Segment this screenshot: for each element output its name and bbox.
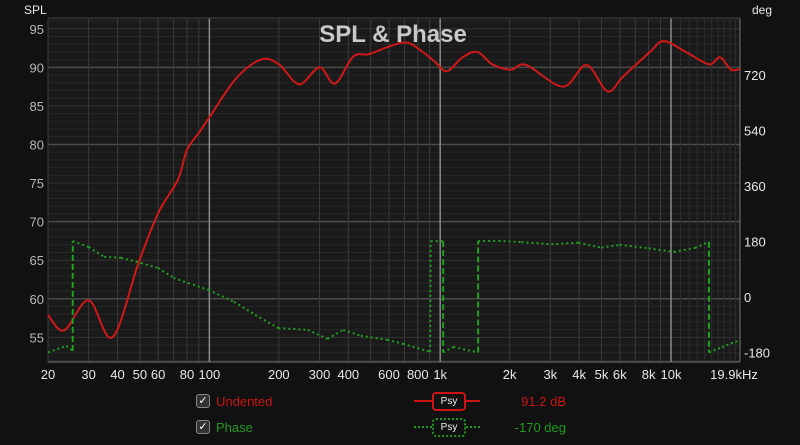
- x-tick-label: 5k: [595, 367, 609, 382]
- x-tick-label: 60: [151, 367, 165, 382]
- x-tick-label: 300: [309, 367, 331, 382]
- series-phase-segment: [708, 346, 723, 354]
- y-tick-label: 60: [30, 292, 44, 307]
- y-tick-label: 85: [30, 99, 44, 114]
- series-phase-segment: [157, 267, 175, 279]
- series-phase-segment: [187, 282, 209, 291]
- series-undented-line: [47, 40, 741, 339]
- y-axis-label: SPL: [24, 3, 47, 17]
- series-phase-segment: [735, 340, 741, 343]
- y2-tick-label: 180: [744, 234, 766, 249]
- phase-label: Phase: [216, 419, 253, 435]
- x-tick-label: 600: [378, 367, 400, 382]
- x-tick-label: 10k: [661, 367, 682, 382]
- y-tick-label: 70: [30, 215, 44, 230]
- series-phase-segment: [233, 301, 256, 316]
- x-tick-label: 6k: [613, 367, 627, 382]
- y2-tick-label: 0: [744, 290, 751, 305]
- undented-checkbox[interactable]: ✓: [196, 394, 210, 408]
- x-tick-label: 400: [337, 367, 359, 382]
- x-tick-label: 8k: [642, 367, 656, 382]
- y-tick-label: 75: [30, 176, 44, 191]
- y-tick-label: 90: [30, 60, 44, 75]
- x-tick-label: 30: [81, 367, 95, 382]
- series-phase-segment: [307, 329, 328, 340]
- undented-value: 91.2 dB: [521, 393, 566, 409]
- legend-undented: ✓ Undented Psy 91.2 dB: [196, 391, 566, 411]
- chart-title: SPL & Phase: [319, 21, 467, 48]
- series-phase-segment: [120, 256, 142, 265]
- y2-tick-label: 540: [744, 124, 766, 139]
- legend-phase: ✓ Phase Psy -170 deg: [196, 417, 566, 437]
- y2-tick-label: 360: [744, 179, 766, 194]
- plot-area: [48, 18, 740, 362]
- x-tick-label: 1k: [433, 367, 447, 382]
- x-tick-label: 50: [133, 367, 147, 382]
- y-tick-label: 65: [30, 253, 44, 268]
- series-phase-segment: [327, 329, 344, 340]
- y2-axis-label: deg: [752, 3, 772, 17]
- x-tick-label: 3k: [543, 367, 557, 382]
- series-phase-segment: [601, 243, 620, 249]
- x-tick-label: 40: [110, 367, 124, 382]
- series-phase-segment: [342, 328, 362, 337]
- series-phase-segment: [498, 239, 522, 244]
- phase-psy-badge[interactable]: Psy: [432, 418, 466, 437]
- x-tick-label: 800: [407, 367, 429, 382]
- series-phase-segment: [88, 246, 105, 258]
- y-tick-label: 95: [30, 22, 44, 37]
- undented-label: Undented: [216, 393, 273, 409]
- series-phase-segment: [578, 241, 602, 249]
- phase-checkbox[interactable]: ✓: [196, 420, 210, 434]
- x-tick-label: 4k: [572, 367, 586, 382]
- x-tick-label: 20: [41, 367, 55, 382]
- x-tick-label: 2k: [503, 367, 517, 382]
- x-tick-label: 80: [180, 367, 194, 382]
- phase-value: -170 deg: [514, 419, 566, 435]
- series-phase-segment: [648, 247, 675, 253]
- x-tick-label: 200: [268, 367, 290, 382]
- series-phase-segment: [442, 346, 454, 354]
- series-phase-segment: [65, 345, 74, 352]
- series-phase-segment: [673, 246, 696, 253]
- series-phase-segment: [429, 241, 432, 352]
- y2-tick-label: -180: [744, 345, 770, 360]
- series-phase-segment: [453, 345, 479, 354]
- y-tick-label: 80: [30, 137, 44, 152]
- series-phase-segment: [47, 345, 67, 354]
- x-tick-label: 19.9kHz: [710, 367, 758, 382]
- undented-psy-badge[interactable]: Psy: [432, 392, 466, 411]
- y2-tick-label: 720: [744, 68, 766, 83]
- x-tick-label: 100: [198, 367, 220, 382]
- y-tick-label: 55: [30, 330, 44, 345]
